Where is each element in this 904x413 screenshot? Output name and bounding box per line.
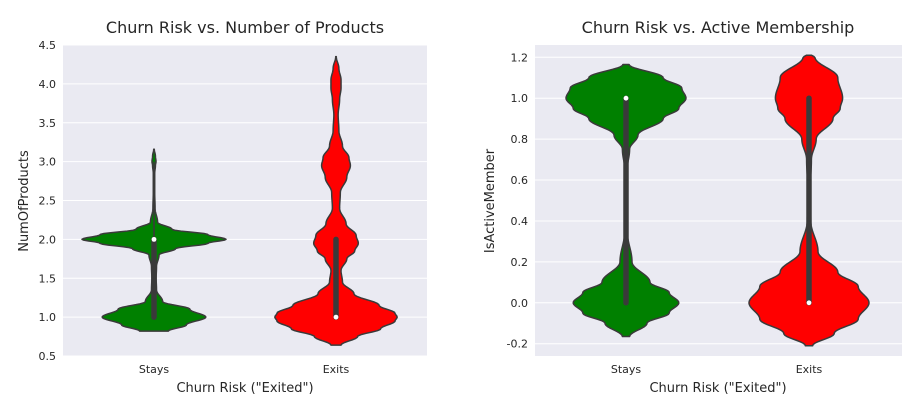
x-axis-label: Churn Risk ("Exited") — [176, 381, 313, 396]
y-tick-labels: -0.2 0.0 0.2 0.4 0.6 0.8 1.0 1.2 — [507, 51, 528, 350]
y-tick-label: 2.0 — [39, 233, 57, 246]
panel-is-active-member: -0.2 0.0 0.2 0.4 0.6 0.8 1.0 1.2 Stays Exits Chu… — [483, 18, 902, 396]
violin-body-exits — [274, 55, 398, 346]
x-tick-label: Exits — [323, 363, 350, 376]
y-tick-label: 0.4 — [511, 215, 529, 228]
violins — [81, 55, 398, 346]
y-tick-label: 1.5 — [39, 272, 57, 285]
y-tick-label: 1.0 — [39, 311, 57, 324]
panel-num-of-products: 0.5 1.0 1.5 2.0 2.5 3.0 3.5 4.0 4.5 Stays Exits C… — [17, 18, 427, 396]
y-tick-label: 0.2 — [511, 256, 529, 269]
y-tick-label: 0.5 — [39, 350, 57, 363]
x-axis-label: Churn Risk ("Exited") — [649, 381, 786, 396]
y-tick-label: 1.2 — [511, 51, 529, 64]
y-tick-label: 0.0 — [511, 297, 529, 310]
violins — [565, 54, 870, 347]
x-tick-labels: Stays Exits — [611, 363, 823, 376]
y-tick-label: 0.6 — [511, 174, 529, 187]
y-tick-labels: 0.5 1.0 1.5 2.0 2.5 3.0 3.5 4.0 4.5 — [39, 39, 57, 363]
chart-title: Churn Risk vs. Number of Products — [106, 18, 384, 37]
x-tick-label: Stays — [139, 363, 170, 376]
median-marker — [806, 300, 812, 306]
x-tick-label: Stays — [611, 363, 642, 376]
x-tick-labels: Stays Exits — [139, 363, 350, 376]
chart-title: Churn Risk vs. Active Membership — [582, 18, 855, 37]
y-axis-label: IsActiveMember — [483, 148, 498, 253]
y-tick-label: 3.0 — [39, 156, 57, 169]
y-axis-label: NumOfProducts — [17, 150, 32, 252]
x-tick-label: Exits — [796, 363, 823, 376]
y-tick-label: 3.5 — [39, 117, 57, 130]
y-tick-label: 4.5 — [39, 39, 57, 52]
y-tick-label: 2.5 — [39, 195, 57, 208]
median-marker — [151, 236, 157, 242]
median-marker — [623, 95, 629, 101]
y-tick-label: 1.0 — [511, 92, 529, 105]
y-tick-label: 4.0 — [39, 78, 57, 91]
y-tick-label: -0.2 — [507, 338, 528, 351]
y-tick-label: 0.8 — [511, 133, 529, 146]
median-marker — [333, 314, 339, 320]
